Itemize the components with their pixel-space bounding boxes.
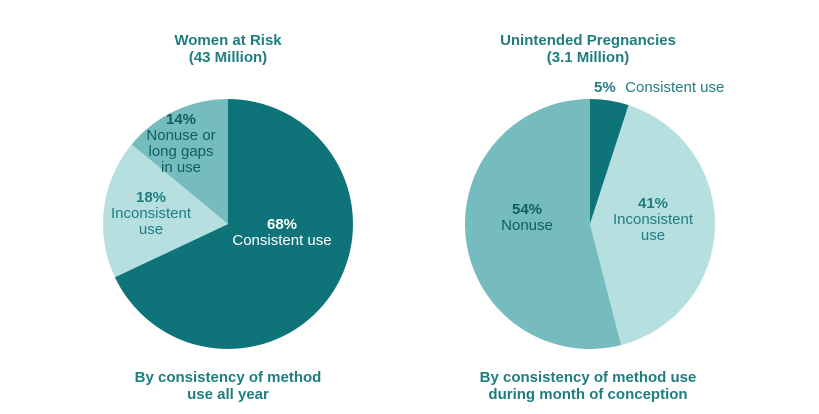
slice-label-text: use [139, 221, 163, 238]
slice-label-text: Nonuse [501, 217, 553, 234]
slice-label-percent: 68% [267, 216, 297, 233]
slice-label-text: Inconsistent [613, 211, 694, 228]
slice-label-text: long gaps [148, 143, 213, 160]
slice-label-percent: 41% [638, 195, 668, 212]
pie-unintended-pregnancies [464, 99, 715, 349]
slice-label-nonuse-or-gaps: 14% Nonuse or long gaps in use [146, 111, 215, 176]
slice-label-text: Consistent use [232, 232, 331, 249]
slice-label-text: Inconsistent [111, 205, 192, 222]
slice-label-percent: 5% [594, 79, 616, 96]
chart-subtitle: (3.1 Million) [547, 49, 630, 66]
slice-nonuse [464, 99, 622, 349]
slice-label-line: 5% Consistent use [594, 79, 724, 96]
chart-subtitle: (43 Million) [189, 49, 267, 66]
slice-consistent-use [590, 99, 629, 224]
slice-label-inconsistent-use: 18% Inconsistent use [111, 189, 192, 238]
slice-consistent-use [114, 99, 354, 349]
slice-inconsistent-use [590, 105, 715, 346]
slice-label-text: Nonuse or [146, 127, 215, 144]
slice-nonuse-or-gaps [131, 99, 228, 224]
chart-caption: during month of conception [488, 386, 687, 403]
chart-caption: By consistency of method use [480, 369, 697, 386]
slice-inconsistent-use [103, 144, 228, 278]
slice-label-text: use [641, 227, 665, 244]
chart-caption: By consistency of method [135, 369, 322, 386]
chart-unintended-pregnancies: Unintended Pregnancies (3.1 Million) 5% … [464, 32, 724, 403]
slice-label-text: in use [161, 159, 201, 176]
chart-caption: use all year [187, 386, 269, 403]
chart-title: Women at Risk [174, 32, 282, 49]
slice-label-consistent-use: 68% Consistent use [232, 216, 331, 249]
chart-women-at-risk: Women at Risk (43 Million) 68% Consisten… [103, 32, 354, 403]
chart-title: Unintended Pregnancies [500, 32, 676, 49]
slice-label-inconsistent-use: 41% Inconsistent use [613, 195, 694, 244]
slice-label-text: Consistent use [625, 79, 724, 96]
pie-women-at-risk [103, 99, 354, 349]
slice-label-percent: 18% [136, 189, 166, 206]
slice-label-percent: 14% [166, 111, 196, 128]
slice-label-consistent-use: 5% Consistent use [594, 79, 724, 96]
slice-label-percent: 54% [512, 201, 542, 218]
slice-label-nonuse: 54% Nonuse [501, 201, 553, 234]
